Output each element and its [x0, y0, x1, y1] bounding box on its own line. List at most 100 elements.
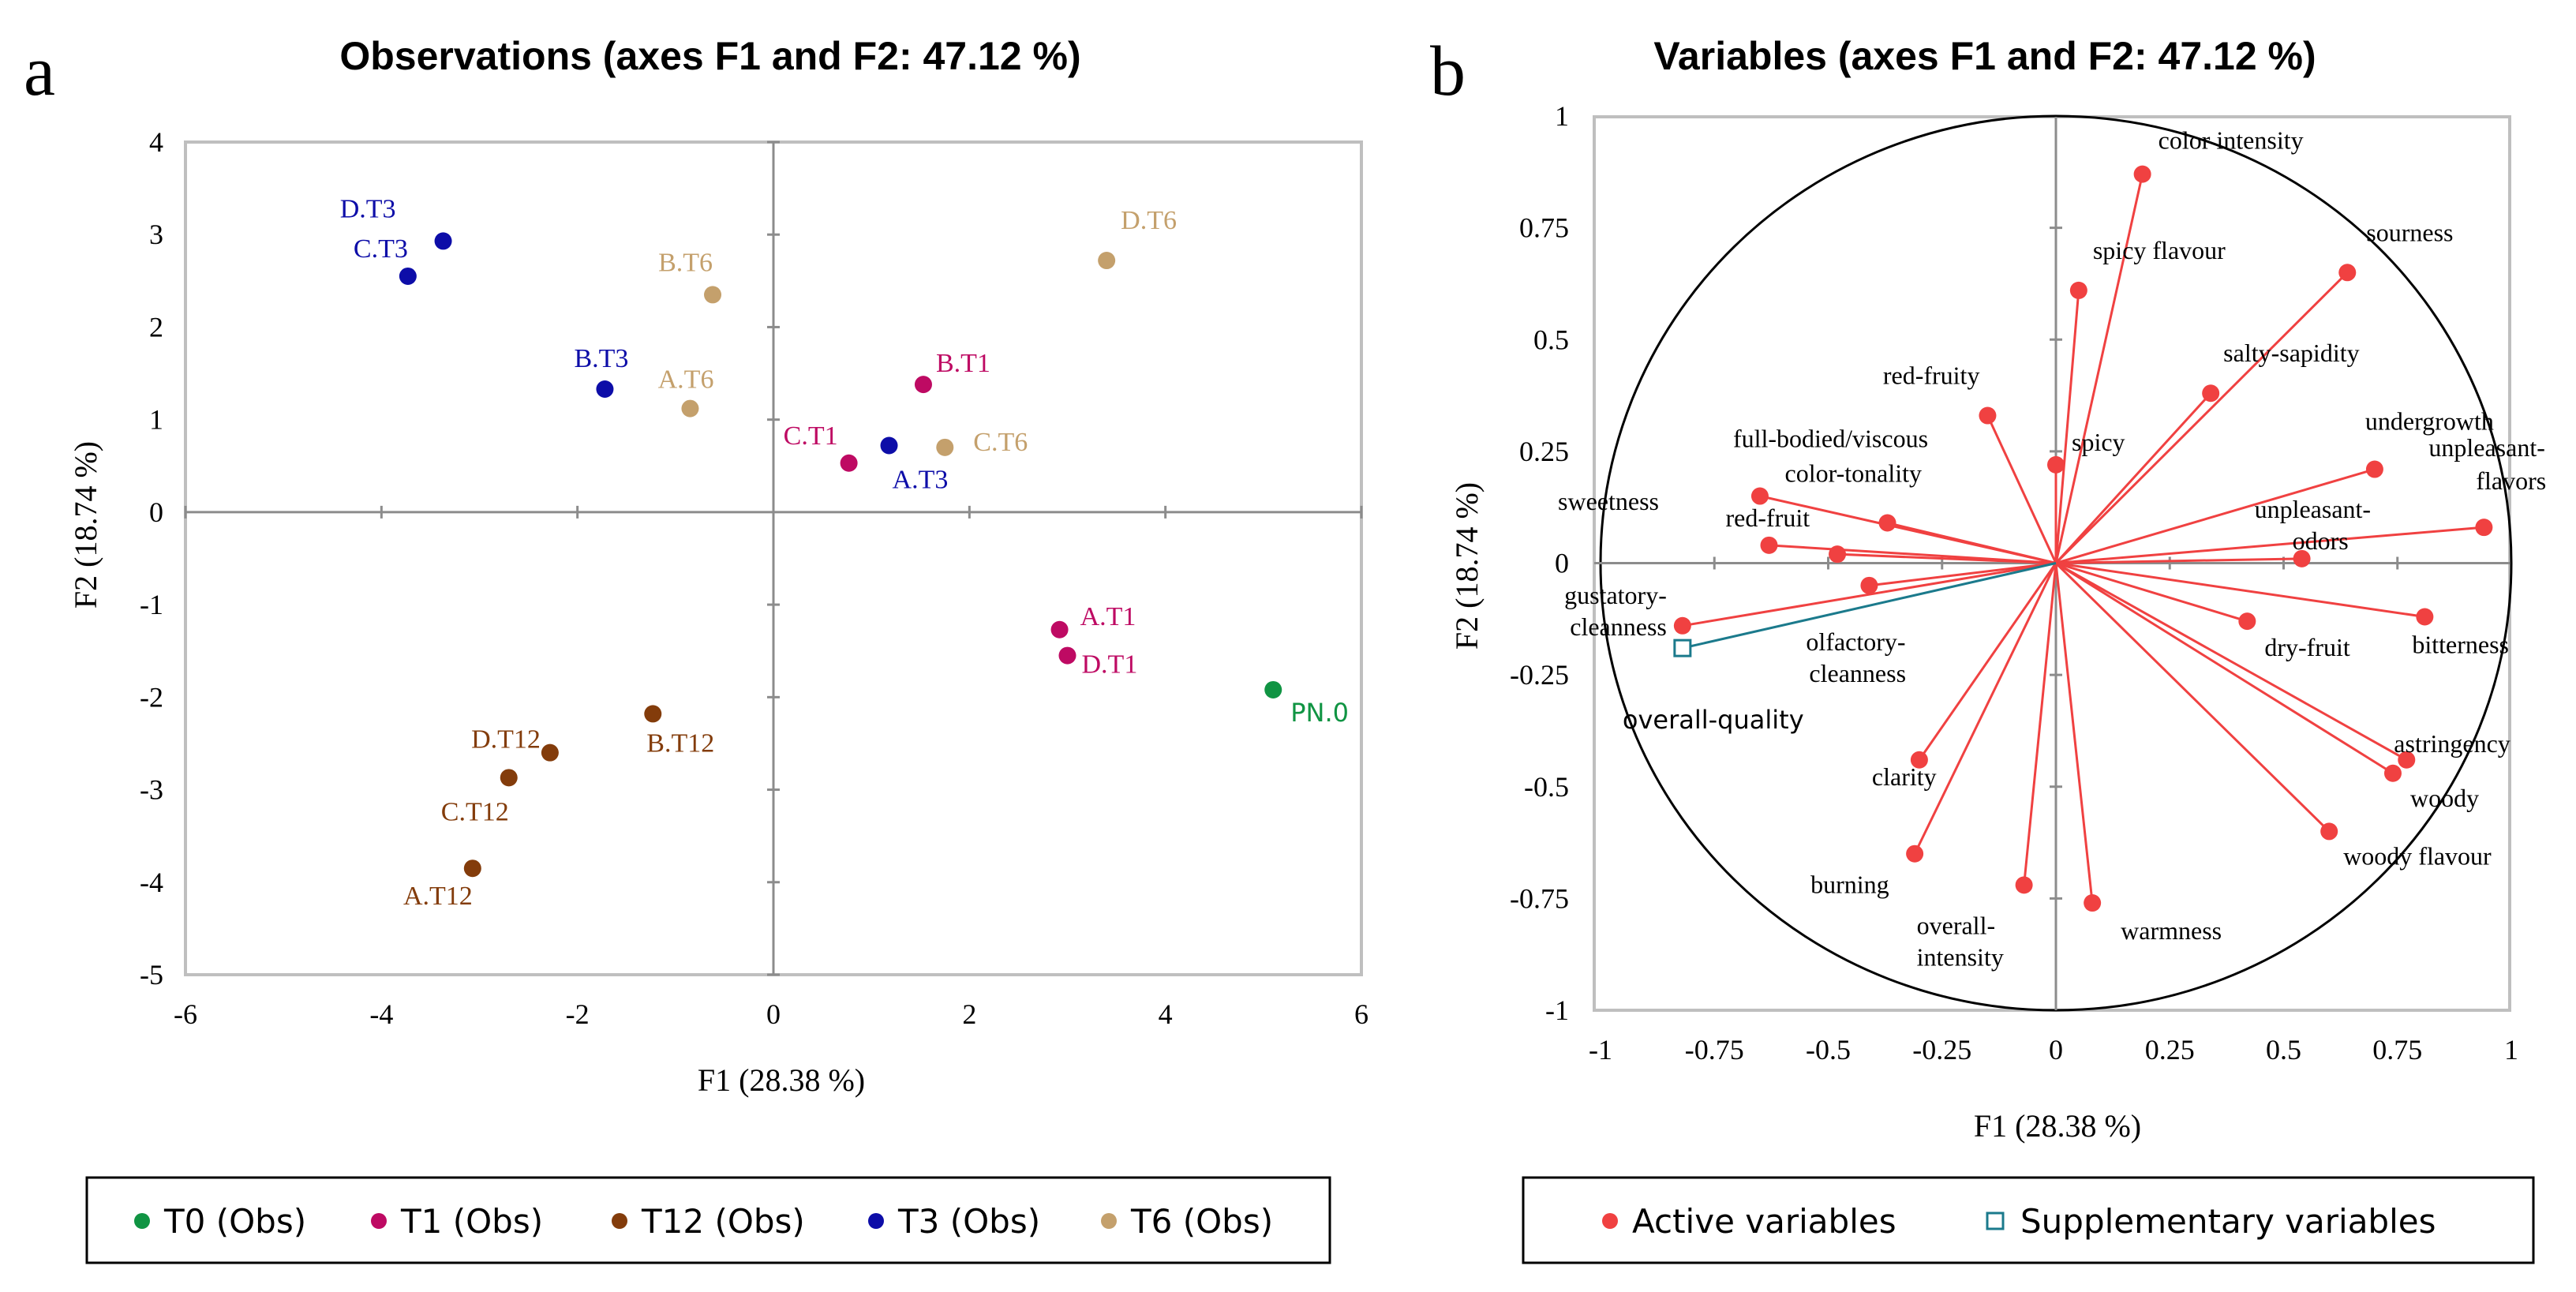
variable-vector — [1887, 522, 2057, 564]
panel-a-legend-label: T0 (Obs) — [163, 1202, 306, 1241]
panel-a-xtick-label: -4 — [369, 998, 393, 1030]
panel-a-points: PN.0 B.T1 C.T1 A.T1 D.T1 B.T12 D.T12 C.T12 A.T12… — [340, 194, 1349, 911]
panel-a-legend-marker — [134, 1213, 150, 1229]
panel-a-point — [1098, 252, 1116, 270]
panel-a-point — [541, 743, 559, 762]
variable-vector — [2055, 562, 2425, 618]
panel-a-ticks: -6 -4 -2 0 2 4 6 4 3 2 1 0 -1 -2 -3 -4 -5 — [140, 126, 1368, 1030]
variable-vector — [2055, 526, 2484, 564]
variable-vector — [1918, 562, 2057, 761]
panel-b-xtick-label: 0.75 — [2372, 1034, 2422, 1065]
variable-label-line: cleanness — [1570, 612, 1667, 641]
variable-vector — [2023, 563, 2057, 886]
variable-point — [2320, 822, 2338, 841]
panel-a-point-label: D.T3 — [340, 194, 396, 223]
variable-label: spicy — [2072, 428, 2125, 456]
panel-a-point-label: B.T12 — [646, 728, 714, 758]
variable-point — [2047, 455, 2065, 474]
variable-label: full-bodied/viscous — [1733, 425, 1928, 453]
variable-label-line: olfactory- — [1806, 627, 1905, 656]
panel-b-xtick-label: 1 — [2504, 1034, 2518, 1065]
panel-a-point-label: D.T12 — [471, 725, 541, 755]
variable-label: red-fruit — [1725, 504, 1810, 532]
panel-a-legend-marker — [612, 1213, 627, 1229]
panel-a-legend-marker — [371, 1213, 387, 1229]
variable-point — [2398, 751, 2416, 769]
variable-label-line: odors — [2293, 526, 2349, 555]
panel-b-ytick-label: -1 — [1545, 994, 1569, 1026]
variable-label: astringency — [2394, 729, 2510, 758]
variable-label: color-tonality — [1785, 459, 1923, 488]
panel-b-ytick-label: 0.75 — [1519, 212, 1569, 244]
panel-a-axes — [184, 140, 1363, 976]
panel-a-point — [596, 380, 614, 398]
variable-label: olfactory-cleannessolfactory-cleanness — [1806, 627, 1906, 687]
variable-point — [2202, 384, 2220, 403]
variable-vector — [2055, 562, 2394, 775]
variable-point — [2383, 764, 2402, 782]
variable-point — [1910, 751, 1928, 769]
supplementary-variable-marker — [1673, 639, 1692, 657]
panel-a-point-label: B.T6 — [658, 248, 713, 277]
variable-point — [2238, 612, 2256, 631]
panel-a-legend-label: T12 (Obs) — [641, 1202, 805, 1241]
panel-a-point-label: B.T3 — [574, 344, 628, 373]
variable-vector — [2055, 468, 2376, 564]
variable-point — [2015, 876, 2033, 894]
panel-b-legend-marker — [1602, 1213, 1618, 1229]
variable-label-line: unpleasant- — [2255, 495, 2372, 523]
panel-b-xtick-label: -0.25 — [1912, 1034, 1971, 1065]
panel-a-point-label: A.T3 — [893, 465, 949, 494]
panel-a-legend-label: T6 (Obs) — [1130, 1202, 1273, 1241]
panel-b-legend-marker — [1986, 1211, 2005, 1230]
panel-b-label: b — [1430, 32, 1466, 110]
variable-point — [2069, 281, 2087, 299]
panel-b-legend: Active variables Supplementary variables — [1602, 1202, 2436, 1241]
variable-vector — [2054, 563, 2094, 904]
variable-label: burning — [1810, 871, 1889, 899]
panel-a-point — [1050, 620, 1069, 639]
variable-label: unpleasant-odorsunpleasant-odors — [2255, 495, 2372, 555]
panel-a-ytick-label: -3 — [140, 774, 163, 806]
panel-a-xtick-label: 2 — [962, 998, 976, 1030]
panel-b-xtick-label: 0.25 — [2145, 1034, 2195, 1065]
variable-point — [2475, 519, 2493, 537]
panel-b-xtick-label: 0.5 — [2266, 1034, 2301, 1065]
variable-label-line: overall- — [1917, 911, 1996, 939]
panel-a-point-label: B.T1 — [936, 349, 990, 378]
panel-a-ytick-label: -1 — [140, 589, 163, 620]
variable-point — [2084, 894, 2102, 912]
panel-a-xtick-label: 0 — [766, 998, 781, 1030]
variable-vector — [2054, 272, 2349, 564]
panel-a-point — [914, 376, 932, 394]
panel-b-ytick-label: -0.5 — [1524, 771, 1569, 803]
panel-a-point-label: A.T6 — [658, 365, 714, 395]
variable-vector — [2055, 562, 2248, 623]
variable-vector — [2054, 562, 2331, 833]
panel-a-point-label: C.T12 — [441, 797, 509, 826]
panel-a-point-label: A.T12 — [403, 882, 473, 911]
panel-b-legend-box — [1522, 1176, 2535, 1264]
variable-point — [1760, 536, 1778, 554]
panel-a-xtick-label: -2 — [566, 998, 590, 1030]
panel-b-xtick-label: 0 — [2049, 1034, 2063, 1065]
variable-vector — [2054, 174, 2144, 564]
variable-label: red-fruity — [1883, 361, 1980, 390]
variable-label: sourness — [2366, 218, 2453, 246]
panel-a-legend-marker — [1101, 1213, 1117, 1229]
panel-a-point — [681, 399, 699, 418]
variable-label: sweetness — [1558, 487, 1659, 515]
variable-label-line: flavors — [2476, 466, 2546, 495]
panel-a-ytick-label: 0 — [149, 496, 163, 528]
panel-b-legend-label: Active variables — [1632, 1202, 1896, 1241]
panel-a-point-label: C.T6 — [973, 428, 1028, 457]
variable-label: woody flavour — [2343, 841, 2492, 870]
variable-label: warmness — [2121, 916, 2222, 945]
panel-a-ytick-label: 2 — [149, 311, 163, 343]
variable-vector — [1913, 562, 2057, 855]
panel-a-point — [840, 454, 858, 472]
panel-a-legend-marker — [868, 1213, 884, 1229]
panel-b-ytick-label: 0 — [1555, 548, 1569, 579]
panel-b-ytick-label: 0.25 — [1519, 436, 1569, 467]
